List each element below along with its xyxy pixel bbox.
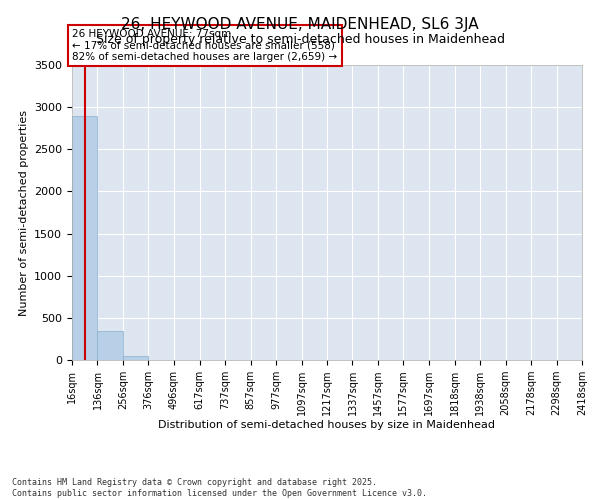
Y-axis label: Number of semi-detached properties: Number of semi-detached properties — [19, 110, 29, 316]
Text: Size of property relative to semi-detached houses in Maidenhead: Size of property relative to semi-detach… — [95, 32, 505, 46]
Text: 26, HEYWOOD AVENUE, MAIDENHEAD, SL6 3JA: 26, HEYWOOD AVENUE, MAIDENHEAD, SL6 3JA — [121, 18, 479, 32]
Bar — [72, 116, 97, 360]
Bar — [123, 356, 148, 360]
Text: 26 HEYWOOD AVENUE: 77sqm
← 17% of semi-detached houses are smaller (558)
82% of : 26 HEYWOOD AVENUE: 77sqm ← 17% of semi-d… — [73, 29, 338, 62]
Bar — [97, 330, 123, 360]
Text: Contains HM Land Registry data © Crown copyright and database right 2025.
Contai: Contains HM Land Registry data © Crown c… — [12, 478, 427, 498]
X-axis label: Distribution of semi-detached houses by size in Maidenhead: Distribution of semi-detached houses by … — [158, 420, 496, 430]
